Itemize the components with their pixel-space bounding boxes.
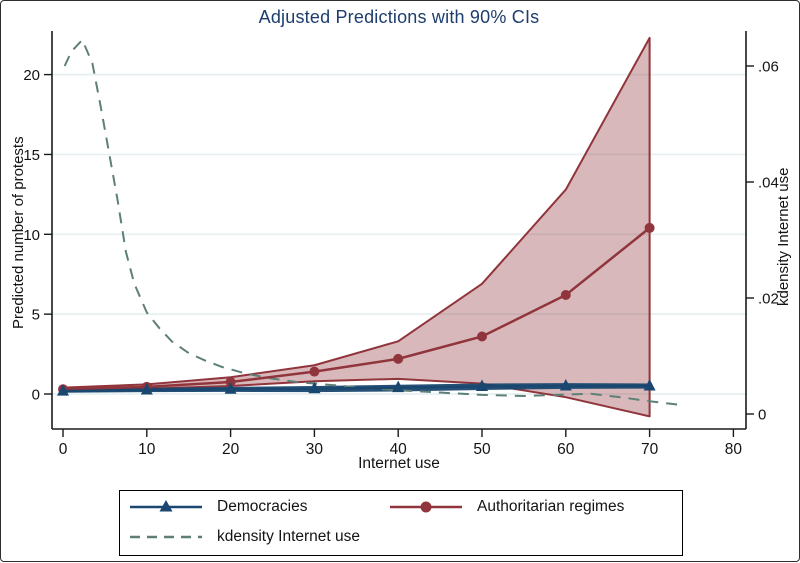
democracies-marker	[224, 382, 237, 394]
legend-item-authoritarian: Authoritarian regimes	[388, 498, 624, 516]
left-tick-label: 0	[32, 387, 40, 404]
x-tick-label: 20	[222, 441, 240, 458]
chart-title: Adjusted Predictions with 90% CIs	[258, 7, 540, 27]
left-tick-label: 10	[23, 227, 40, 244]
democracies-line-sample	[130, 500, 202, 512]
right-tick-label: .04	[758, 175, 779, 192]
legend-item-democracies: Democracies	[128, 498, 307, 516]
x-tick-label: 10	[138, 441, 156, 458]
authoritarian-marker	[477, 331, 487, 342]
democracies-marker	[643, 379, 656, 391]
democracies-marker	[476, 379, 488, 391]
left-tick-label: 5	[32, 307, 40, 324]
right-tick-label: .06	[758, 59, 779, 76]
democracies-marker	[140, 383, 153, 395]
democracies-marker	[308, 381, 321, 394]
authoritarian-marker	[393, 353, 404, 364]
democracies-marker	[559, 379, 572, 391]
left-axis-title: Predicted number of protests	[10, 136, 27, 329]
authoritarian-marker	[225, 377, 236, 388]
legend-label-authoritarian: Authoritarian regimes	[477, 498, 625, 515]
right-tick-label: 0	[758, 407, 766, 424]
authoritarian-marker	[560, 289, 571, 300]
left-tick-label: 20	[23, 67, 40, 84]
authoritarian-marker	[309, 366, 320, 377]
democracies-marker	[392, 380, 405, 393]
authoritarian-line	[62, 226, 651, 391]
democracies-marker	[57, 384, 69, 396]
kdensity-line-sample	[130, 535, 202, 539]
x-tick-label: 80	[725, 441, 743, 458]
democracies-line	[62, 384, 650, 393]
right-axis-title: kdensity Internet use	[775, 167, 792, 306]
legend-sample-marker	[420, 501, 432, 513]
legend-sample-marker	[159, 500, 173, 512]
x-axis-title: Internet use	[358, 455, 440, 472]
x-tick-label: 70	[641, 441, 659, 458]
legend-label-democracies: Democracies	[217, 498, 308, 515]
authoritarian-marker	[644, 222, 655, 233]
authoritarian-line-sample	[390, 501, 462, 513]
x-tick-label: 0	[59, 441, 68, 458]
right-tick-label: .02	[758, 291, 779, 308]
kdensity-curve	[63, 38, 680, 406]
legend-label-kdensity: kdensity Internet use	[217, 528, 361, 545]
authoritarian-ci-band	[62, 36, 651, 418]
x-tick-label: 60	[557, 441, 575, 458]
x-tick-label: 40	[390, 441, 408, 458]
x-tick-label: 50	[473, 441, 491, 458]
x-tick-label: 30	[306, 441, 324, 458]
legend-item-kdensity: kdensity Internet use	[128, 528, 360, 546]
left-tick-label: 15	[23, 147, 40, 164]
legend-box: Democracies Authoritarian regimes kdensi…	[119, 490, 683, 556]
